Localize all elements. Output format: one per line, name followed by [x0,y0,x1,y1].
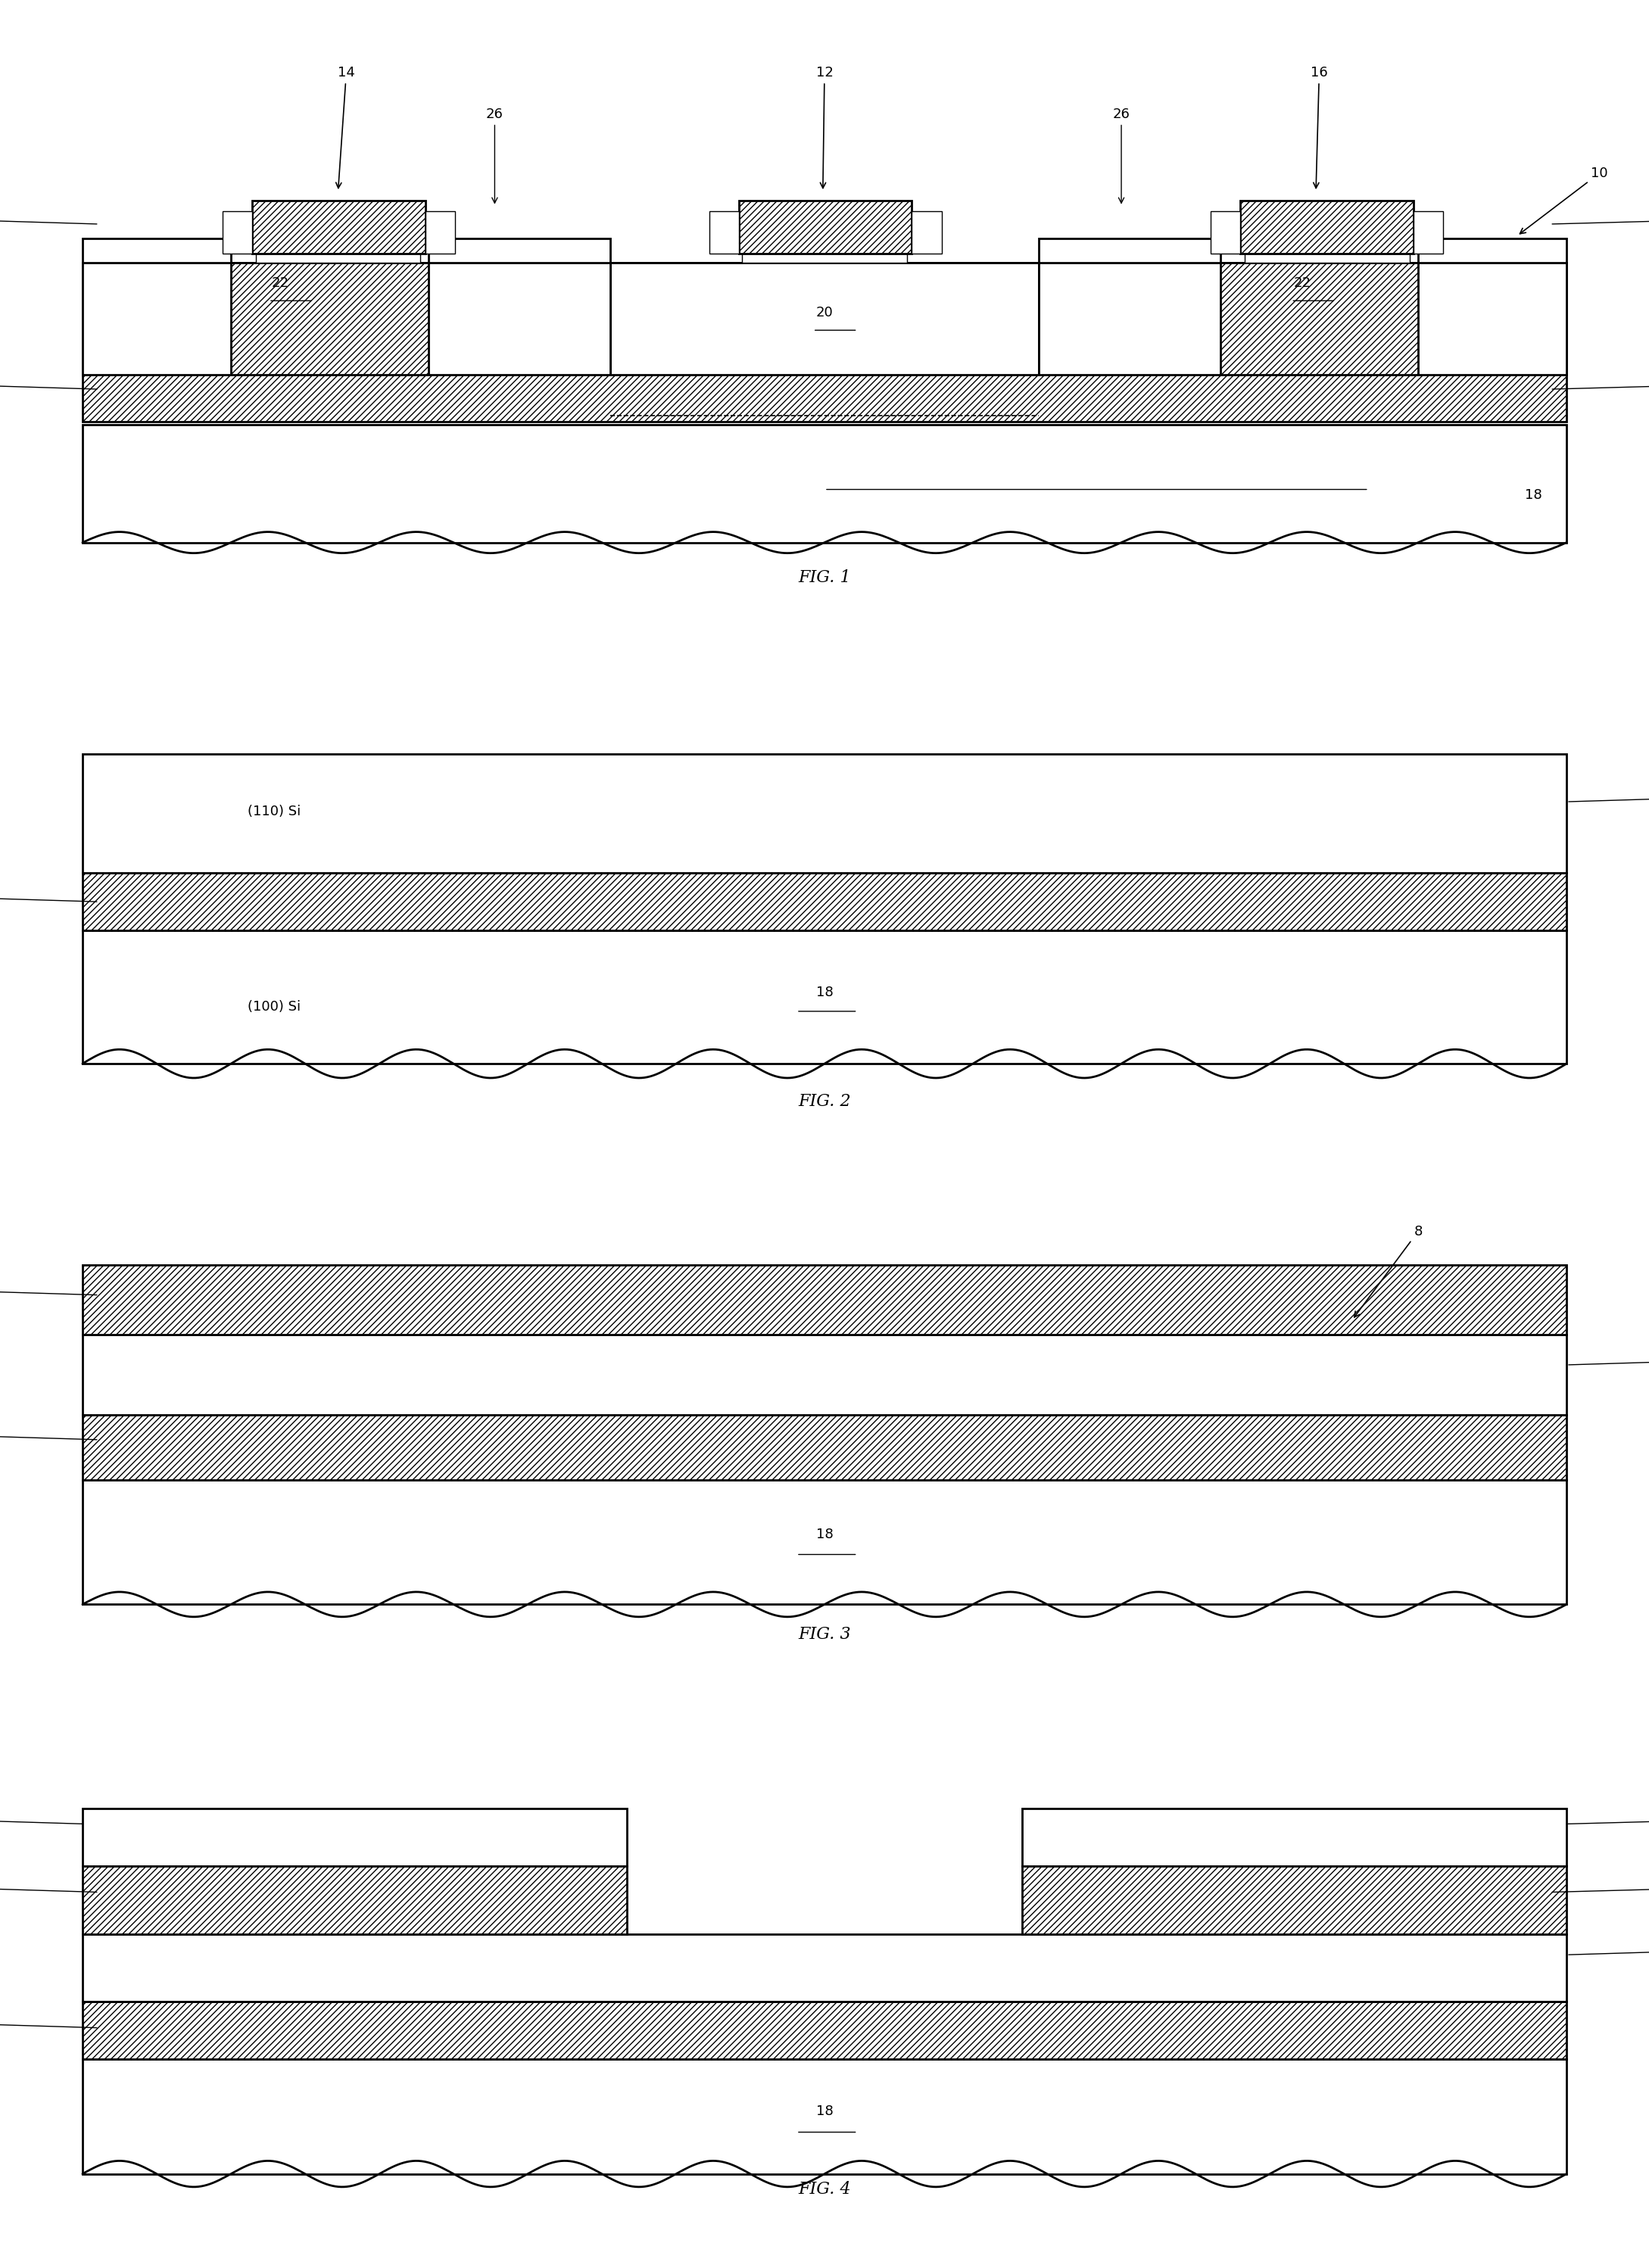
Text: 22: 22 [1568,1944,1649,1957]
Text: 28: 28 [0,1284,97,1297]
Bar [742,254,907,263]
Text: 24: 24 [0,1429,97,1442]
Bar [1245,254,1410,263]
Text: 18: 18 [816,1529,833,1542]
FancyBboxPatch shape [82,374,1567,422]
FancyBboxPatch shape [82,1266,1567,1336]
Bar [912,211,942,254]
Bar [223,211,252,254]
Text: FIG. 4: FIG. 4 [798,2182,851,2198]
Bar [82,238,231,263]
Bar [256,254,420,263]
Text: 28: 28 [1552,1882,1649,1896]
Text: 8: 8 [1354,1225,1423,1318]
Bar [709,211,739,254]
Bar [82,1935,1567,2003]
Bar [82,1810,627,1867]
Text: (100) Si: (100) Si [247,1000,300,1014]
Text: FIG. 3: FIG. 3 [798,1626,851,1642]
Bar [1022,1810,1567,1867]
FancyBboxPatch shape [82,2003,1567,2059]
Bar [1039,238,1220,263]
Bar [82,930,1567,1064]
Text: 20: 20 [816,306,833,320]
Text: 18: 18 [1525,488,1542,501]
Text: 26: 26 [486,107,503,204]
Text: 28: 28 [0,1882,97,1896]
FancyBboxPatch shape [1022,1867,1567,1935]
Text: 26: 26 [1552,213,1649,227]
Bar [1418,238,1567,263]
Text: (110) Si: (110) Si [247,805,300,819]
Text: 22: 22 [1568,792,1649,805]
Bar [82,263,231,374]
Bar [425,211,455,254]
Bar [429,238,610,263]
Text: 30: 30 [0,1814,97,1828]
Text: 26: 26 [1113,107,1130,204]
FancyBboxPatch shape [82,1867,627,1935]
Bar [1210,211,1240,254]
Text: FIG. 2: FIG. 2 [798,1093,851,1109]
Text: 24: 24 [1552,379,1649,392]
FancyBboxPatch shape [1240,200,1413,254]
Text: 22: 22 [272,277,289,290]
Text: 12: 12 [816,66,833,188]
Text: 18: 18 [816,984,833,1000]
Text: 18: 18 [816,2105,833,2118]
Text: 24: 24 [0,891,97,905]
FancyBboxPatch shape [739,200,912,254]
Bar [82,1479,1567,1603]
FancyBboxPatch shape [82,263,610,374]
FancyBboxPatch shape [1039,263,1567,374]
FancyBboxPatch shape [82,873,1567,930]
Bar [82,2059,1567,2173]
Bar [1418,263,1567,374]
FancyBboxPatch shape [82,1415,1567,1479]
Text: 30: 30 [1552,1814,1649,1828]
Bar [1413,211,1443,254]
Text: 16: 16 [1311,66,1327,188]
Text: 14: 14 [336,66,355,188]
Text: FIG. 1: FIG. 1 [798,569,851,585]
Bar [610,263,1039,374]
Text: 22: 22 [1294,277,1311,290]
Text: 26: 26 [0,213,97,227]
Bar [82,753,1567,873]
Text: 24: 24 [0,2016,97,2030]
FancyBboxPatch shape [252,200,425,254]
Bar [82,1336,1567,1415]
Bar [1039,263,1220,374]
Text: 24: 24 [0,379,97,392]
Bar [429,263,610,374]
Bar [82,424,1567,542]
Text: 22: 22 [1568,1354,1649,1368]
Text: 10: 10 [1520,166,1608,234]
